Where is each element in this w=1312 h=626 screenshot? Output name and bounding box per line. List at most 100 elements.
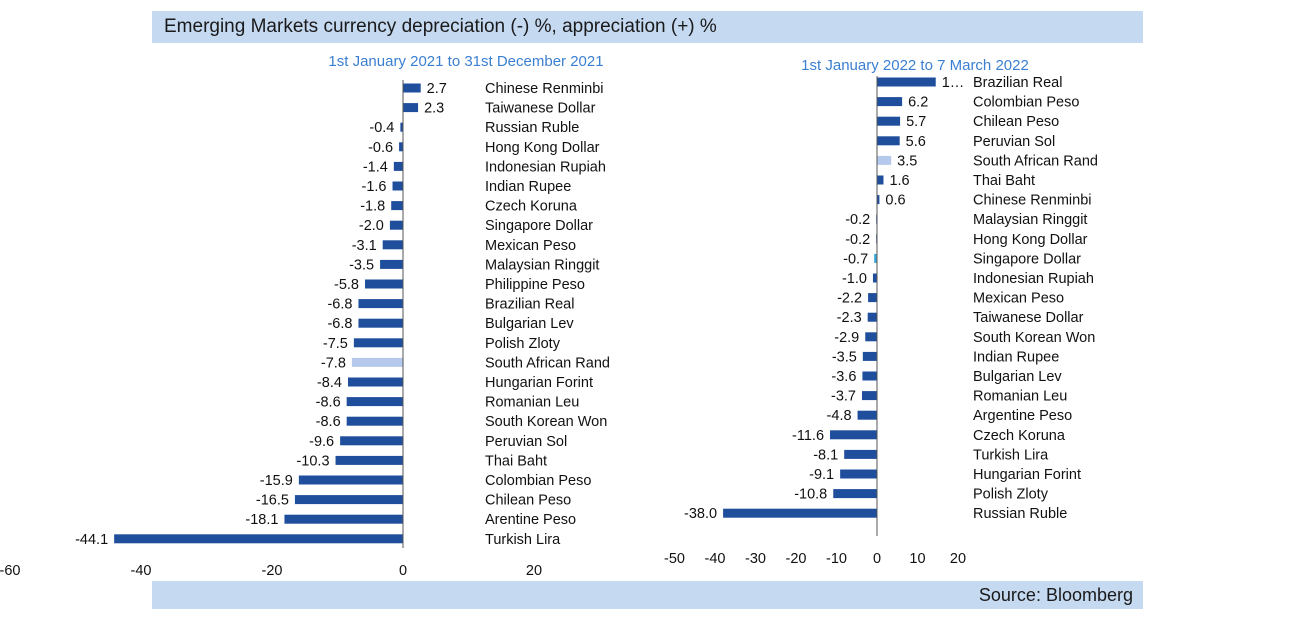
p2022-x-tick-20: -20 bbox=[786, 551, 807, 567]
p2022-category-label-indian-rupee: Indian Rupee bbox=[973, 349, 1059, 365]
p2021-x-tick-20: -20 bbox=[262, 563, 283, 579]
panel-2021: 2.7 Chinese Renminbi 2.3 Taiwanese Dollar -0… bbox=[0, 80, 610, 579]
p2021-value-label-chilean-peso: -16.5 bbox=[256, 493, 289, 509]
p2021-value-label-south-african-rand: -7.8 bbox=[321, 355, 346, 371]
p2022-bar-russian-ruble bbox=[723, 508, 877, 518]
p2022-x-tick-30: -30 bbox=[745, 551, 766, 567]
p2021-x-tick-0: 0 bbox=[399, 563, 407, 579]
p2022-bar-peruvian-sol bbox=[877, 136, 900, 146]
p2022-value-label-chinese-renminbi: 0.6 bbox=[885, 193, 905, 209]
p2022-category-label-hong-kong-dollar: Hong Kong Dollar bbox=[973, 232, 1088, 248]
p2022-value-label-south-korean-won: -2.9 bbox=[834, 330, 859, 346]
p2021-value-label-taiwanese-dollar: 2.3 bbox=[424, 101, 444, 117]
p2022-category-label-indonesian-rupiah: Indonesian Rupiah bbox=[973, 271, 1094, 287]
p2022-value-label-czech-koruna: -11.6 bbox=[792, 428, 824, 444]
p2021-category-label-colombian-peso: Colombian Peso bbox=[485, 473, 591, 489]
p2021-bar-malaysian-ringgit bbox=[380, 259, 403, 269]
p2022-value-label-romanian-leu: -3.7 bbox=[831, 389, 856, 405]
p2022-value-label-chilean-peso: 5.7 bbox=[906, 114, 926, 130]
p2022-category-label-romanian-leu: Romanian Leu bbox=[973, 389, 1067, 405]
p2021-bar-mexican-peso bbox=[382, 240, 403, 250]
p2021-x-tick-40: -40 bbox=[131, 563, 152, 579]
p2021-value-label-hungarian-forint: -8.4 bbox=[317, 375, 342, 391]
p2022-bar-indian-rupee bbox=[862, 351, 877, 361]
panel-2021-title: 1st January 2021 to 31st December 2021 bbox=[328, 53, 603, 70]
p2022-category-label-thai-baht: Thai Baht bbox=[973, 173, 1035, 189]
p2022-value-label-indian-rupee: -3.5 bbox=[832, 349, 857, 365]
p2022-bar-south-african-rand bbox=[877, 155, 892, 165]
p2021-value-label-mexican-peso: -3.1 bbox=[352, 238, 377, 254]
p2021-bar-colombian-peso bbox=[298, 475, 403, 485]
p2021-value-label-romanian-leu: -8.6 bbox=[316, 395, 341, 411]
p2022-category-label-peruvian-sol: Peruvian Sol bbox=[973, 134, 1055, 150]
p2021-bar-philippine-peso bbox=[365, 279, 403, 289]
p2021-value-label-russian-ruble: -0.4 bbox=[369, 120, 394, 136]
p2022-value-label-argentine-peso: -4.8 bbox=[827, 408, 852, 424]
p2021-value-label-turkish-lira: -44.1 bbox=[75, 532, 108, 548]
p2022-x-tick-10: 10 bbox=[909, 551, 925, 567]
p2021-value-label-bulgarian-lev: -6.8 bbox=[327, 316, 352, 332]
p2021-category-label-thai-baht: Thai Baht bbox=[485, 453, 547, 469]
p2021-category-label-bulgarian-lev: Bulgarian Lev bbox=[485, 316, 574, 332]
source-label: Source: Bloomberg bbox=[978, 585, 1133, 605]
p2022-bar-czech-koruna bbox=[830, 430, 877, 440]
p2022-x-tick-10: -10 bbox=[826, 551, 847, 567]
p2021-bar-turkish-lira bbox=[114, 534, 404, 544]
p2022-bar-romanian-leu bbox=[862, 391, 877, 401]
p2022-value-label-brazilian-real: 1… bbox=[942, 75, 965, 91]
p2022-value-label-hungarian-forint: -9.1 bbox=[809, 467, 834, 483]
chart-title: Emerging Markets currency depreciation (… bbox=[164, 16, 717, 37]
p2021-value-label-peruvian-sol: -9.6 bbox=[309, 434, 334, 450]
p2022-x-tick-40: -40 bbox=[705, 551, 726, 567]
p2021-bar-south-african-rand bbox=[351, 357, 403, 367]
p2022-value-label-hong-kong-dollar: -0.2 bbox=[845, 232, 870, 248]
p2021-category-label-indonesian-rupiah: Indonesian Rupiah bbox=[485, 159, 606, 175]
p2021-bar-hungarian-forint bbox=[347, 377, 403, 387]
p2022-value-label-taiwanese-dollar: -2.3 bbox=[837, 310, 862, 326]
p2021-category-label-peruvian-sol: Peruvian Sol bbox=[485, 434, 567, 450]
p2021-bar-peruvian-sol bbox=[340, 436, 403, 446]
p2022-category-label-polish-zloty: Polish Zloty bbox=[973, 487, 1049, 503]
p2022-value-label-colombian-peso: 6.2 bbox=[908, 95, 928, 111]
p2021-bar-singapore-dollar bbox=[389, 220, 403, 230]
p2021-bar-brazilian-real bbox=[358, 299, 403, 309]
p2022-value-label-indonesian-rupiah: -1.0 bbox=[842, 271, 867, 287]
p2021-value-label-arentine-peso: -18.1 bbox=[245, 512, 278, 528]
p2022-bar-thai-baht bbox=[877, 175, 884, 185]
p2022-value-label-singapore-dollar: -0.7 bbox=[843, 251, 868, 267]
p2021-category-label-singapore-dollar: Singapore Dollar bbox=[485, 218, 593, 234]
p2021-bar-thai-baht bbox=[335, 455, 403, 465]
p2022-category-label-chinese-renminbi: Chinese Renminbi bbox=[973, 193, 1091, 209]
p2022-bar-indonesian-rupiah bbox=[872, 273, 877, 283]
p2021-bar-romanian-leu bbox=[346, 397, 403, 407]
p2021-bar-chinese-renminbi bbox=[403, 83, 421, 93]
p2021-x-tick-20: 20 bbox=[526, 563, 542, 579]
p2022-bar-turkish-lira bbox=[844, 449, 877, 459]
p2021-category-label-polish-zloty: Polish Zloty bbox=[485, 336, 561, 352]
p2022-bar-polish-zloty bbox=[833, 489, 877, 499]
p2022-bar-hungarian-forint bbox=[840, 469, 877, 479]
p2022-category-label-argentine-peso: Argentine Peso bbox=[973, 408, 1072, 424]
p2021-category-label-mexican-peso: Mexican Peso bbox=[485, 238, 576, 254]
p2022-bar-mexican-peso bbox=[868, 293, 877, 303]
p2022-value-label-peruvian-sol: 5.6 bbox=[906, 134, 926, 150]
p2022-category-label-czech-koruna: Czech Koruna bbox=[973, 428, 1066, 444]
p2021-value-label-hong-kong-dollar: -0.6 bbox=[368, 140, 393, 156]
p2022-value-label-mexican-peso: -2.2 bbox=[837, 291, 862, 307]
p2022-x-tick-20: 20 bbox=[950, 551, 966, 567]
p2022-category-label-mexican-peso: Mexican Peso bbox=[973, 291, 1064, 307]
p2022-category-label-turkish-lira: Turkish Lira bbox=[973, 447, 1049, 463]
p2021-bar-chilean-peso bbox=[294, 495, 403, 505]
p2022-category-label-colombian-peso: Colombian Peso bbox=[973, 95, 1079, 111]
p2021-category-label-indian-rupee: Indian Rupee bbox=[485, 179, 571, 195]
p2021-x-tick-60: -60 bbox=[0, 563, 20, 579]
p2022-bar-south-korean-won bbox=[865, 332, 877, 342]
p2021-bar-south-korean-won bbox=[346, 416, 403, 426]
p2022-value-label-thai-baht: 1.6 bbox=[889, 173, 909, 189]
p2021-value-label-singapore-dollar: -2.0 bbox=[359, 218, 384, 234]
p2021-value-label-malaysian-ringgit: -3.5 bbox=[349, 257, 374, 273]
p2021-category-label-arentine-peso: Arentine Peso bbox=[485, 512, 576, 528]
p2021-bar-taiwanese-dollar bbox=[403, 103, 419, 113]
panel-2022-title: 1st January 2022 to 7 March 2022 bbox=[801, 57, 1029, 74]
